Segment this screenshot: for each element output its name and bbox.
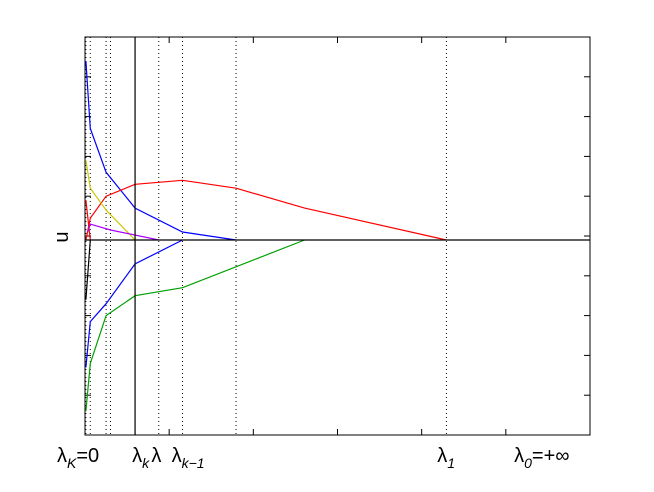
x-special-label: λk−1 [172,445,205,471]
x-special-label: λ [151,445,161,467]
series-line [85,239,91,300]
x-special-label: λ0=+∞ [514,445,569,471]
series-line [85,239,183,368]
series-line [85,160,136,241]
y-axis-label: u [51,231,73,242]
series-line [85,200,91,241]
plot-area [84,36,591,436]
x-special-label: λ1 [437,445,455,471]
x-special-label: λK=0 [57,445,99,471]
x-special-label: λk [132,445,150,471]
series-line [85,239,305,412]
series-line [85,179,447,241]
